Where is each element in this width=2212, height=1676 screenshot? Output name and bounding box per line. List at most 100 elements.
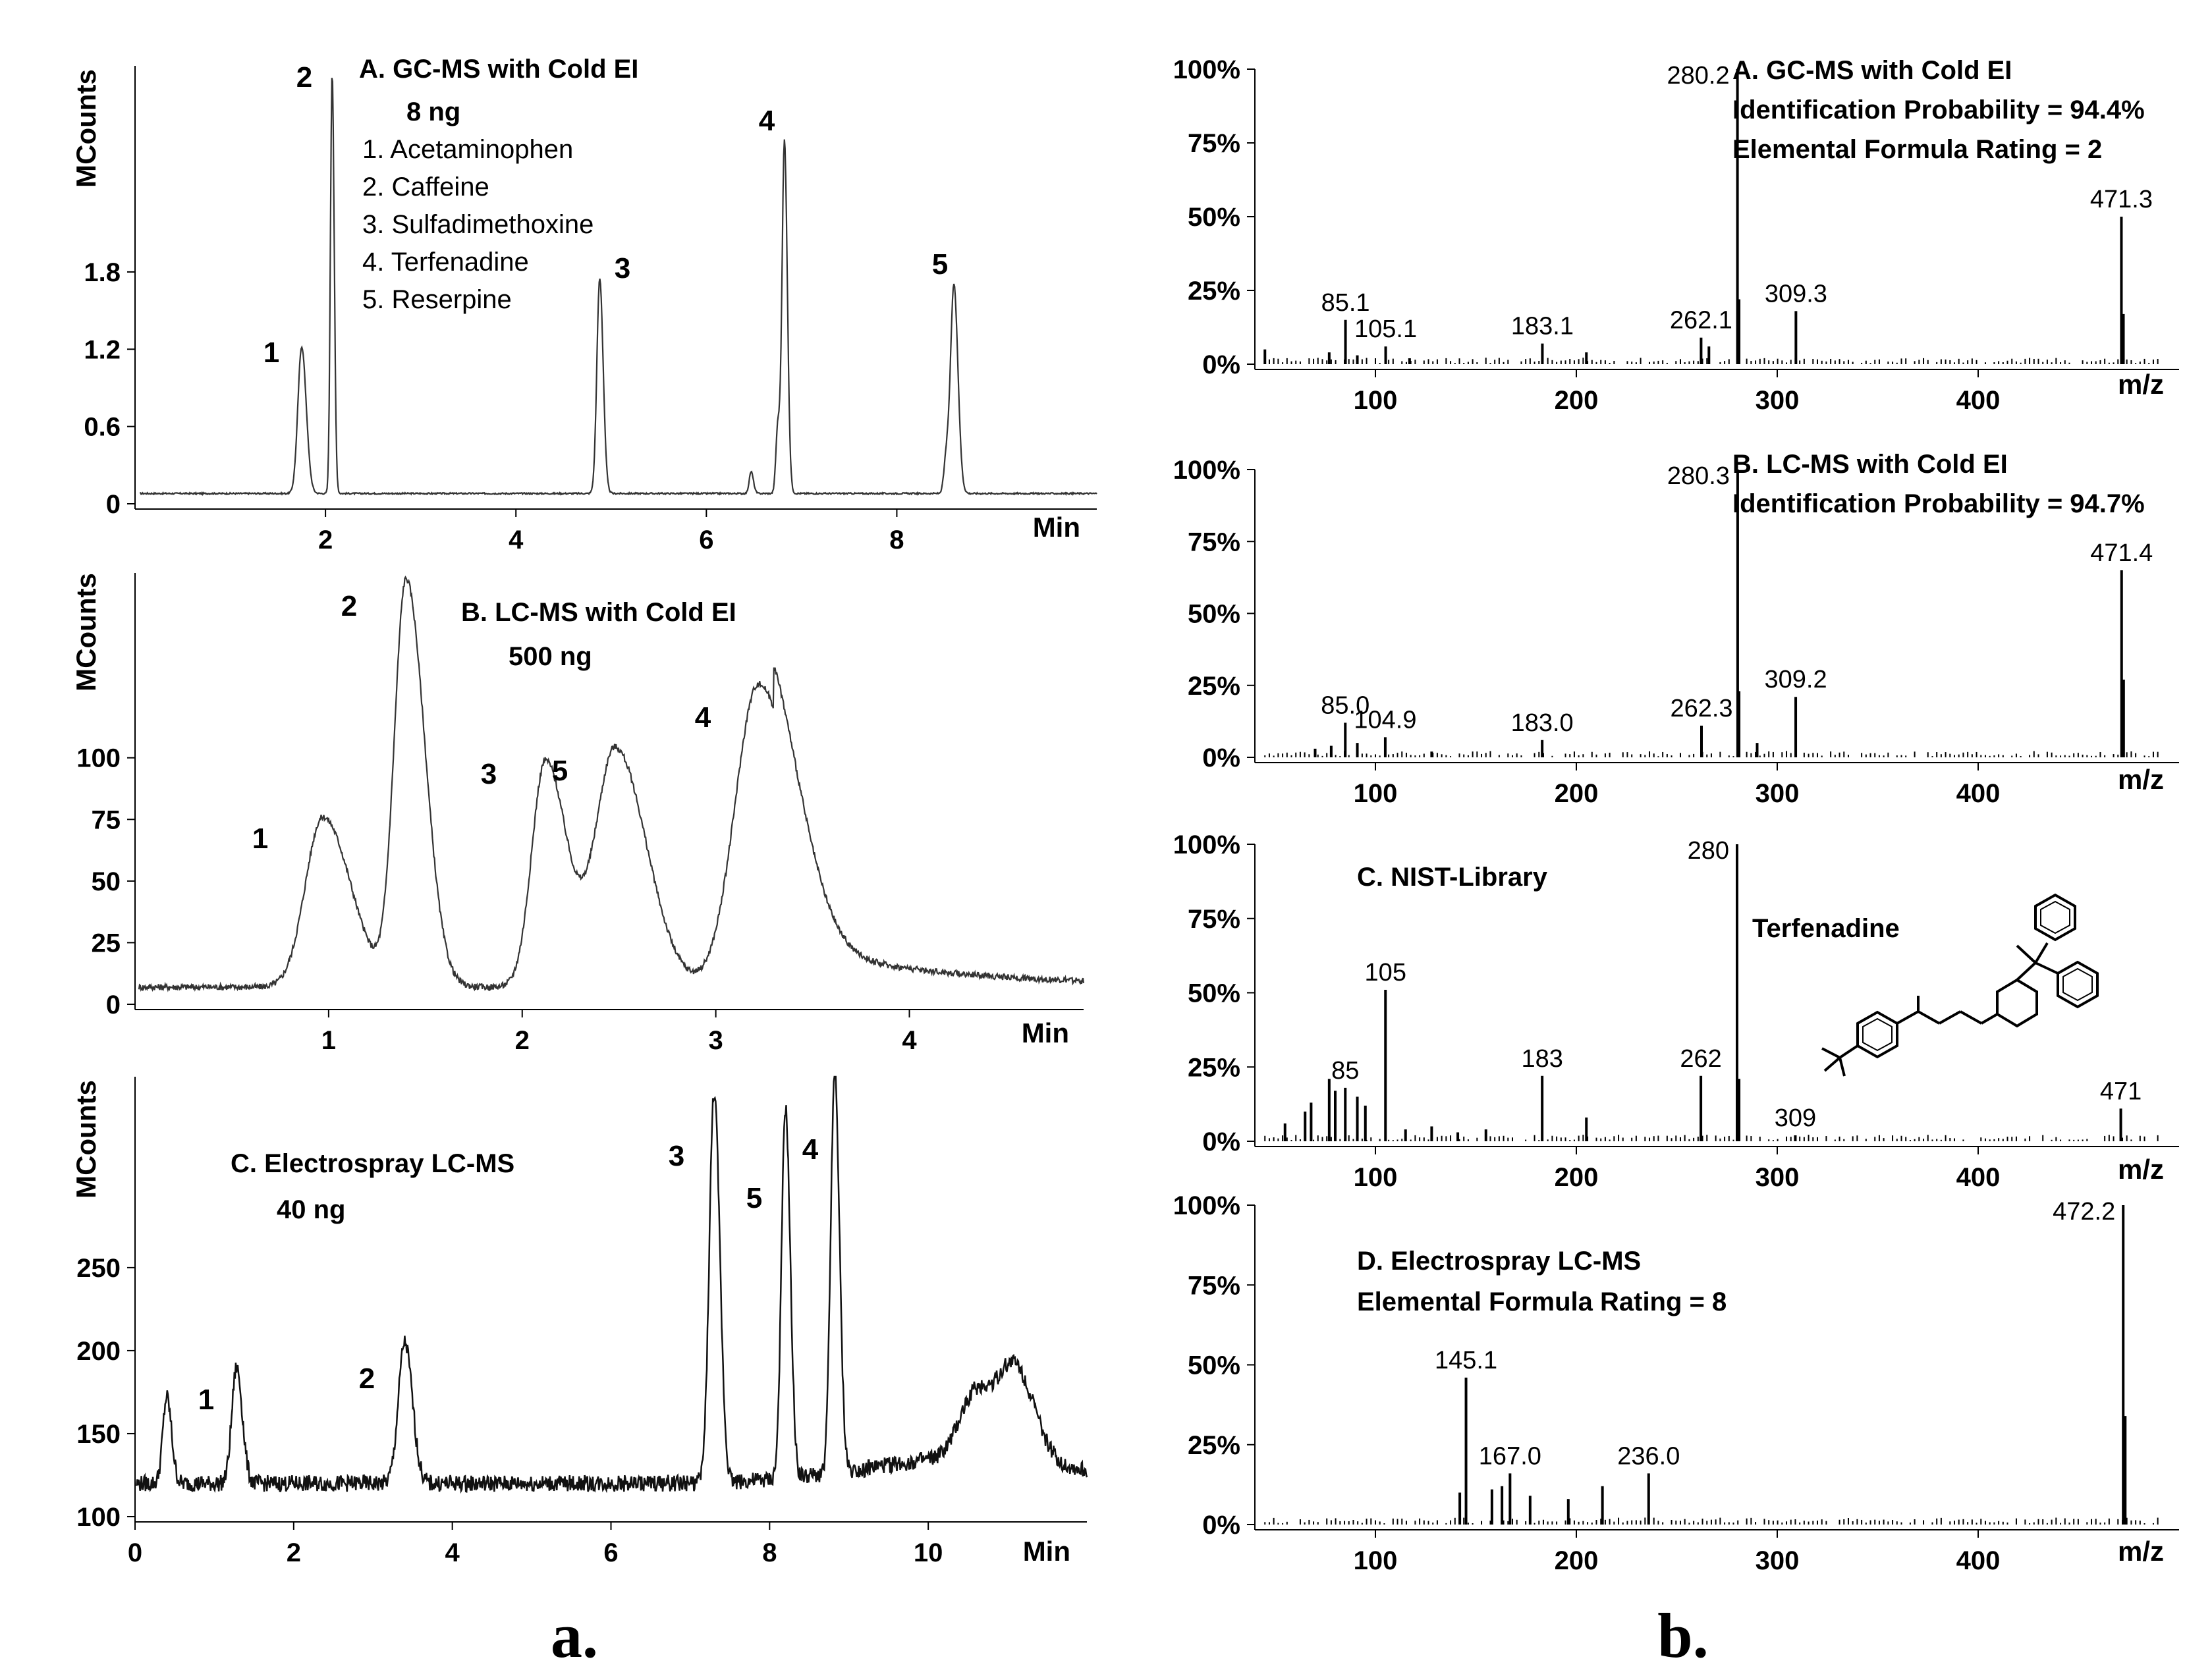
ms-b-peak-label: 104.9 xyxy=(1354,706,1416,734)
c-x-tick-label: 0 xyxy=(128,1538,142,1567)
a-y-axis-label: MCounts xyxy=(70,69,101,188)
ms-c-x-tick-label: 100 xyxy=(1354,1163,1398,1192)
a-compound-label: 2. Caffeine xyxy=(362,173,489,202)
c-peak-label-1: 1 xyxy=(198,1384,214,1416)
ms-b-peak-label: 183.0 xyxy=(1511,709,1574,737)
ms-b-y-tick-label: 75% xyxy=(1188,527,1240,556)
ms-b-x-tick-label: 400 xyxy=(1956,779,2001,808)
b-y-tick-label: 100 xyxy=(76,744,121,773)
c-x-axis-label: Min xyxy=(1023,1536,1070,1567)
a-peak-label-3: 3 xyxy=(615,252,630,284)
ms-d-x-tick-label: 100 xyxy=(1354,1546,1398,1575)
ms-c-y-tick-label: 100% xyxy=(1173,830,1240,859)
ms-d-x-tick-label: 400 xyxy=(1956,1546,2001,1575)
ms-c-peak-label: 105 xyxy=(1365,959,1406,987)
a-title: A. GC-MS with Cold EI xyxy=(359,55,638,84)
b-peak-label-5: 5 xyxy=(552,755,568,787)
ms-b-title: B. LC-MS with Cold EI xyxy=(1732,450,2008,479)
c-y-axis-label: MCounts xyxy=(70,1080,101,1199)
ms-a-title: A. GC-MS with Cold EI xyxy=(1732,56,2012,85)
ms-c-title: C. NIST-Library xyxy=(1357,863,1548,892)
ms-c-y-tick-label: 25% xyxy=(1188,1053,1240,1082)
a-x-tick-label: 2 xyxy=(318,526,333,554)
c-peak-label-3: 3 xyxy=(669,1140,684,1172)
ms-b-peak-label: 280.3 xyxy=(1667,462,1730,490)
a-compound-label: 3. Sulfadimethoxine xyxy=(362,210,594,239)
ms-b-peak-label: 262.3 xyxy=(1670,695,1732,722)
ms-c-peak-label: 262 xyxy=(1680,1045,1721,1073)
b-peak-label-2: 2 xyxy=(341,590,357,622)
b-y-tick-label: 0 xyxy=(106,990,121,1019)
ms-d-title: D. Electrospray LC-MS xyxy=(1357,1247,1641,1276)
ms-a-x-tick-label: 200 xyxy=(1555,386,1599,415)
a-peak-label-5: 5 xyxy=(932,248,948,281)
a-y-tick-label: 1.8 xyxy=(84,258,121,287)
ms-a-y-tick-label: 100% xyxy=(1173,55,1240,84)
ms-a-note: Elemental Formula Rating = 2 xyxy=(1732,135,2102,164)
ms-d-y-tick-label: 50% xyxy=(1188,1351,1240,1380)
ms-c-peak-label: 309 xyxy=(1775,1104,1816,1132)
ms-d-x-tick-label: 200 xyxy=(1555,1546,1599,1575)
terfenadine-structure xyxy=(1821,893,2099,1077)
ms-d-y-tick-label: 0% xyxy=(1202,1511,1240,1540)
b-peak-label-1: 1 xyxy=(252,823,268,855)
ms-a-y-tick-label: 50% xyxy=(1188,203,1240,232)
b-x-tick-label: 2 xyxy=(515,1026,530,1055)
ms-b-peak-label: 309.2 xyxy=(1765,666,1827,693)
panel-label-a: a. xyxy=(551,1600,598,1671)
ms-a-peak-label: 471.3 xyxy=(2090,186,2153,213)
ms-d-peak-label: 145.1 xyxy=(1435,1347,1497,1374)
ms-c-peak-label: 85 xyxy=(1331,1057,1359,1085)
b-note: 500 ng xyxy=(509,642,592,671)
c-title: C. Electrospray LC-MS xyxy=(231,1149,514,1178)
ms-d-y-tick-label: 25% xyxy=(1188,1431,1240,1460)
c-y-tick-label: 150 xyxy=(76,1420,121,1449)
ms-a-peak-label: 85.1 xyxy=(1321,289,1370,317)
ms-b-peak-label: 471.4 xyxy=(2090,539,2153,567)
a-x-axis-label: Min xyxy=(1033,512,1080,543)
b-peak-label-4: 4 xyxy=(695,701,711,734)
c-peak-label-2: 2 xyxy=(359,1363,375,1395)
a-compound-label: 4. Terfenadine xyxy=(362,248,529,277)
ms-d-y-tick-label: 100% xyxy=(1173,1191,1240,1220)
ms-b-x-tick-label: 200 xyxy=(1555,779,1599,808)
ms-a-peak-label: 280.2 xyxy=(1667,62,1730,90)
a-y-tick-label: 0 xyxy=(106,490,121,519)
c-x-tick-label: 10 xyxy=(914,1538,943,1567)
ms-d-peak-label: 236.0 xyxy=(1617,1442,1680,1470)
ms-c-peak-label: 471 xyxy=(2100,1077,2142,1105)
a-note: 8 ng xyxy=(406,97,460,126)
c-peak-label-5: 5 xyxy=(746,1182,762,1214)
c-x-tick-label: 4 xyxy=(445,1538,460,1567)
b-x-axis-label: Min xyxy=(1022,1017,1069,1048)
a-peak-label-1: 1 xyxy=(263,337,279,369)
ms-a-peak-label: 105.1 xyxy=(1354,315,1417,343)
ms-b-y-tick-label: 100% xyxy=(1173,456,1240,485)
a-compound-label: 1. Acetaminophen xyxy=(362,135,573,164)
b-x-tick-label: 1 xyxy=(321,1026,336,1055)
ms-c-x-tick-label: 300 xyxy=(1756,1163,1800,1192)
ms-b-x-tick-label: 100 xyxy=(1354,779,1398,808)
ms-c-peak-label: 183 xyxy=(1521,1045,1562,1073)
ms-a-x-tick-label: 400 xyxy=(1956,386,2001,415)
ms-c-peak-label: 280 xyxy=(1688,837,1729,865)
c-y-tick-label: 200 xyxy=(76,1337,121,1366)
ms-a-y-tick-label: 25% xyxy=(1188,277,1240,306)
a-compound-label: 5. Reserpine xyxy=(362,285,512,314)
b-title: B. LC-MS with Cold EI xyxy=(461,598,736,627)
panel-label-b: b. xyxy=(1657,1600,1708,1671)
a-x-tick-label: 8 xyxy=(889,526,904,554)
ms-c-y-tick-label: 0% xyxy=(1202,1127,1240,1156)
a-y-tick-label: 0.6 xyxy=(84,413,121,442)
c-y-tick-label: 250 xyxy=(76,1254,121,1283)
a-x-tick-label: 6 xyxy=(699,526,713,554)
ms-d-peak-label: 472.2 xyxy=(2053,1198,2115,1226)
ms-c-x-tick-label: 200 xyxy=(1555,1163,1599,1192)
ms-d-x-tick-label: 300 xyxy=(1756,1546,1800,1575)
c-peak-label-4: 4 xyxy=(802,1133,819,1166)
ms-d-note: Elemental Formula Rating = 8 xyxy=(1357,1287,1727,1316)
ms-c-x-tick-label: 400 xyxy=(1956,1163,2001,1192)
a-y-tick-label: 1.2 xyxy=(84,335,121,364)
a-peak-label-4: 4 xyxy=(759,105,775,137)
